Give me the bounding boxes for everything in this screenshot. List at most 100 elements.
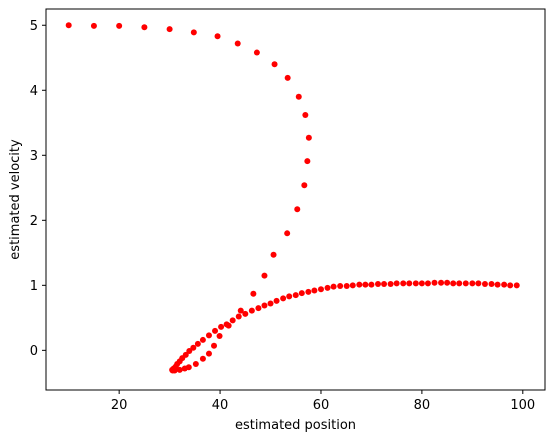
data-point bbox=[317, 286, 324, 293]
data-point bbox=[205, 350, 212, 357]
data-point bbox=[349, 282, 356, 289]
y-tick-label: 1 bbox=[30, 279, 38, 294]
data-point bbox=[513, 282, 520, 289]
data-point bbox=[284, 230, 291, 237]
data-point bbox=[431, 279, 438, 286]
data-point bbox=[330, 283, 337, 290]
x-tick-label: 20 bbox=[111, 398, 128, 413]
y-axis-label: estimated velocity bbox=[8, 139, 23, 260]
data-point bbox=[462, 280, 469, 287]
data-point bbox=[292, 292, 299, 299]
data-point bbox=[387, 281, 394, 288]
data-point bbox=[237, 307, 244, 314]
data-point bbox=[212, 327, 219, 334]
data-point bbox=[438, 279, 445, 286]
data-point bbox=[176, 366, 183, 373]
data-point bbox=[295, 93, 302, 100]
data-point bbox=[362, 281, 369, 288]
data-point bbox=[186, 347, 193, 354]
data-point bbox=[302, 111, 309, 118]
data-point bbox=[286, 293, 293, 300]
data-point bbox=[469, 280, 476, 287]
data-point bbox=[337, 282, 344, 289]
y-tick-label: 5 bbox=[30, 19, 38, 34]
data-point bbox=[494, 281, 501, 288]
y-tick-label: 2 bbox=[30, 214, 38, 229]
data-point bbox=[214, 33, 221, 40]
x-tick-label: 100 bbox=[510, 398, 535, 413]
y-tick-label: 0 bbox=[30, 344, 38, 359]
data-point bbox=[199, 336, 206, 343]
data-point bbox=[255, 305, 262, 312]
y-axis-ticks: 0 1 2 3 4 5 bbox=[30, 19, 46, 359]
data-point bbox=[270, 251, 277, 258]
data-point bbox=[65, 22, 72, 29]
data-point bbox=[90, 22, 97, 29]
plot-area bbox=[45, 8, 546, 391]
data-point bbox=[444, 279, 451, 286]
data-point bbox=[248, 307, 255, 314]
data-points bbox=[65, 22, 520, 374]
data-point bbox=[305, 288, 312, 295]
data-point bbox=[507, 282, 514, 289]
data-point bbox=[305, 134, 312, 141]
data-point bbox=[418, 280, 425, 287]
data-point bbox=[261, 302, 268, 309]
data-point bbox=[456, 280, 463, 287]
data-point bbox=[356, 281, 363, 288]
data-point bbox=[501, 281, 508, 288]
data-point bbox=[194, 340, 201, 347]
data-point bbox=[253, 49, 260, 56]
data-point bbox=[284, 74, 291, 81]
data-point bbox=[205, 332, 212, 339]
data-point bbox=[216, 333, 223, 340]
data-point bbox=[218, 323, 225, 330]
data-point bbox=[267, 300, 274, 307]
data-point bbox=[393, 280, 400, 287]
data-point bbox=[182, 351, 189, 358]
data-point bbox=[199, 355, 206, 362]
data-point bbox=[301, 182, 308, 189]
data-point bbox=[141, 24, 148, 31]
data-point bbox=[412, 280, 419, 287]
data-point bbox=[481, 281, 488, 288]
data-point bbox=[488, 281, 495, 288]
data-point bbox=[298, 290, 305, 297]
data-point bbox=[406, 280, 413, 287]
data-point bbox=[311, 287, 318, 294]
x-axis-label: estimated position bbox=[235, 418, 356, 433]
data-point bbox=[229, 317, 236, 324]
y-tick-label: 4 bbox=[30, 84, 38, 99]
data-point bbox=[192, 360, 199, 367]
data-point bbox=[374, 281, 381, 288]
data-point bbox=[234, 40, 241, 47]
data-point bbox=[271, 61, 278, 68]
data-point bbox=[304, 158, 311, 165]
data-point bbox=[166, 26, 173, 33]
data-point bbox=[116, 22, 123, 29]
data-point bbox=[450, 280, 457, 287]
data-point bbox=[280, 295, 287, 302]
data-point bbox=[343, 282, 350, 289]
x-axis-ticks: 20 40 60 80 100 bbox=[111, 390, 535, 413]
y-tick-label: 3 bbox=[30, 149, 38, 164]
data-point bbox=[250, 290, 257, 297]
data-point bbox=[190, 344, 197, 351]
data-point bbox=[181, 365, 188, 372]
data-point bbox=[235, 313, 242, 320]
data-point bbox=[211, 342, 218, 349]
data-point bbox=[242, 310, 249, 317]
data-point bbox=[381, 281, 388, 288]
x-tick-label: 60 bbox=[313, 398, 330, 413]
data-point bbox=[424, 280, 431, 287]
data-point bbox=[400, 280, 407, 287]
data-point bbox=[190, 29, 197, 36]
data-point bbox=[273, 297, 280, 304]
data-point bbox=[294, 206, 301, 213]
data-point bbox=[261, 272, 268, 279]
data-point bbox=[324, 284, 331, 291]
data-point bbox=[223, 321, 230, 328]
x-tick-label: 80 bbox=[414, 398, 431, 413]
data-point bbox=[475, 280, 482, 287]
